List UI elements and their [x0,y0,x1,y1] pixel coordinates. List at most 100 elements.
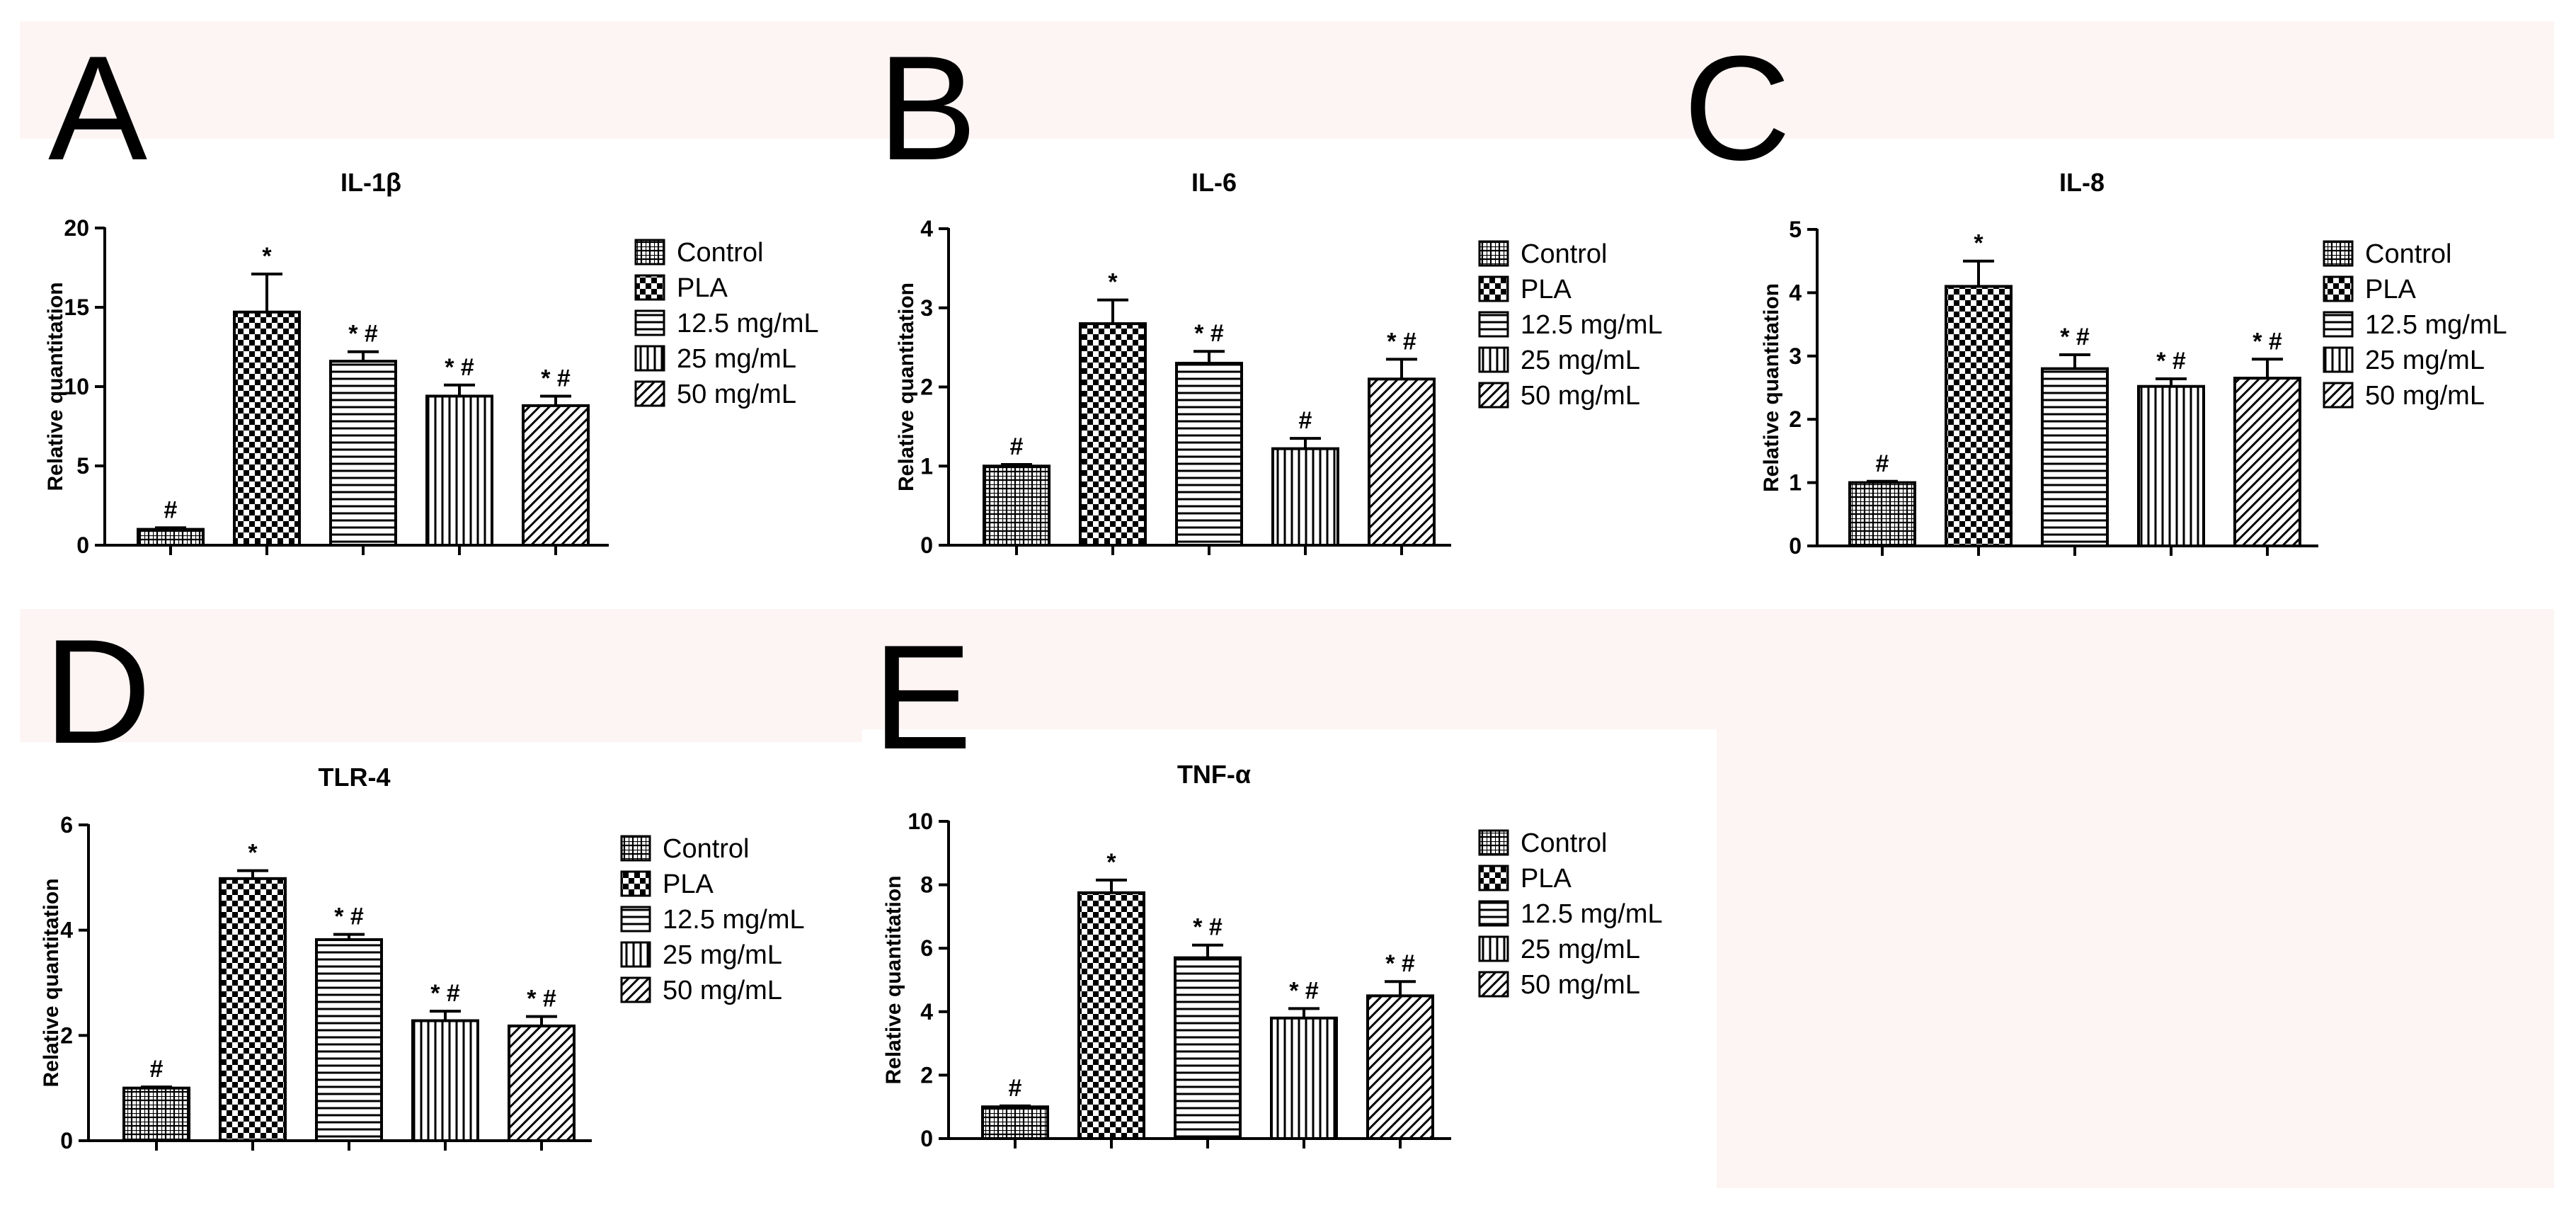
chart-a-legend-label: 12.5 mg/mL [677,309,819,338]
chart-b-ytick-label: 3 [920,295,933,321]
chart-a-legend-swatch [634,239,665,266]
chart-d-bar [508,1024,576,1143]
chart-a-bar [522,404,590,547]
chart-c-legend-label: 50 mg/mL [2365,381,2485,411]
chart-d-significance-label: * # [527,986,556,1013]
chart-c-significance-label: * [1974,230,1983,257]
chart-b-title: IL-6 [1191,168,1237,197]
chart-d-significance-label: * [248,840,258,867]
chart-a-legend-label: PLA [677,273,728,303]
chart-b-ytick-label: 1 [920,453,933,479]
panel-letter-e: E [873,614,973,780]
chart-b-legend-label: Control [1521,239,1608,269]
chart-d-legend-swatch [620,906,651,933]
chart-e-significance-label: # [1009,1075,1022,1102]
chart-c-legend-swatch [2323,311,2354,338]
chart-b-ytick-label: 2 [920,375,933,400]
chart-c-ytick-label: 1 [1789,470,1802,496]
chart-a-legend-swatch [634,274,665,301]
chart-e-significance-label: * # [1289,977,1319,1004]
chart-e-legend-swatch [1478,971,1509,998]
chart-a-bar [425,394,493,547]
chart-e-ytick-label: 4 [920,999,933,1025]
chart-a-significance-label: * [262,243,272,270]
chart-e-legend-swatch [1478,900,1509,927]
chart-a-bar [329,360,397,547]
chart-e-legend-swatch [1478,829,1509,856]
chart-a-significance-label: * # [348,321,378,348]
chart-e-legend-swatch [1478,935,1509,962]
chart-c-bar [1945,285,2013,547]
chart-b-bar [1271,447,1339,547]
chart-e-legend-swatch [1478,865,1509,891]
chart-e-bar [981,1105,1049,1140]
chart-d-legend-swatch [620,976,651,1003]
chart-d-significance-label: # [150,1056,164,1083]
chart-a-legend-label: 25 mg/mL [677,344,796,374]
figure-background-right [1717,609,2554,1188]
chart-e-significance-label: * [1106,849,1116,876]
chart-c-legend-label: PLA [2365,275,2416,304]
chart-a-bar [233,310,301,547]
chart-d-bar [122,1086,190,1142]
chart-e-legend-label: Control [1521,828,1608,858]
chart-e-bar [1270,1016,1338,1141]
chart-d-legend-label: 12.5 mg/mL [663,905,805,935]
chart-a-ytick-label: 20 [64,215,89,241]
chart-b-bar [1175,361,1243,547]
chart-e-ytick-label: 6 [920,935,933,961]
chart-c-ytick-label: 5 [1789,217,1802,242]
chart-c-ylabel: Relative quantitation [1760,283,1783,492]
chart-d-ytick-label: 0 [60,1128,73,1153]
chart-d-bar [411,1019,479,1143]
chart-e-ylabel: Relative quantitation [882,875,905,1084]
chart-b-ytick-label: 0 [920,532,933,558]
chart-c-significance-label: * # [2156,348,2186,375]
chart-e-bar [1174,956,1242,1141]
chart-e-legend-label: PLA [1521,864,1572,894]
chart-a-title: IL-1β [340,168,401,197]
chart-d-bar [219,877,287,1142]
chart-a-legend-swatch [634,345,665,372]
chart-a-ytick-label: 10 [64,374,89,399]
chart-a-significance-label: # [164,496,178,523]
chart-d-ytick-label: 2 [60,1022,73,1048]
chart-e-ytick-label: 0 [920,1126,933,1151]
chart-a-ytick-label: 15 [64,295,89,320]
chart-b-legend-label: 12.5 mg/mL [1521,310,1663,340]
chart-b-legend-label: 50 mg/mL [1521,381,1640,411]
chart-c-ytick-label: 4 [1789,280,1802,305]
chart-d-legend-swatch [620,835,651,862]
panel-letter-b: B [878,25,978,191]
chart-c-title: IL-8 [2059,168,2105,197]
chart-c-legend-swatch [2323,346,2354,373]
chart-e-ytick-label: 8 [920,872,933,898]
chart-e-title: TNF-α [1177,760,1251,789]
chart-d-legend-label: Control [663,834,750,864]
chart-d-significance-label: * # [430,980,460,1007]
chart-c-significance-label: # [1876,450,1889,477]
chart-b-legend-swatch [1478,311,1509,338]
chart-a-ylabel: Relative quantitation [44,282,67,491]
chart-b-bar [1368,377,1436,547]
chart-b-legend-swatch [1478,275,1509,302]
chart-e-legend-label: 25 mg/mL [1521,935,1640,964]
chart-d-legend-swatch [620,941,651,968]
chart-d-legend-swatch [620,870,651,897]
chart-d-ytick-label: 6 [60,812,73,838]
chart-b-significance-label: # [1010,433,1024,460]
chart-e-ytick-label: 2 [920,1062,933,1088]
chart-a-ytick-label: 5 [76,453,89,479]
chart-d-title: TLR-4 [319,763,391,792]
panel-letter-d: D [44,608,151,775]
chart-c-legend-swatch [2323,382,2354,409]
chart-a-legend-swatch [634,309,665,336]
chart-a-legend-label: Control [677,238,764,268]
chart-b-legend-label: 25 mg/mL [1521,346,1640,375]
chart-a-legend-label: 50 mg/mL [677,380,796,409]
chart-d-legend-label: PLA [663,870,714,899]
chart-b-significance-label: # [1299,407,1312,434]
chart-d-bar [315,938,383,1142]
